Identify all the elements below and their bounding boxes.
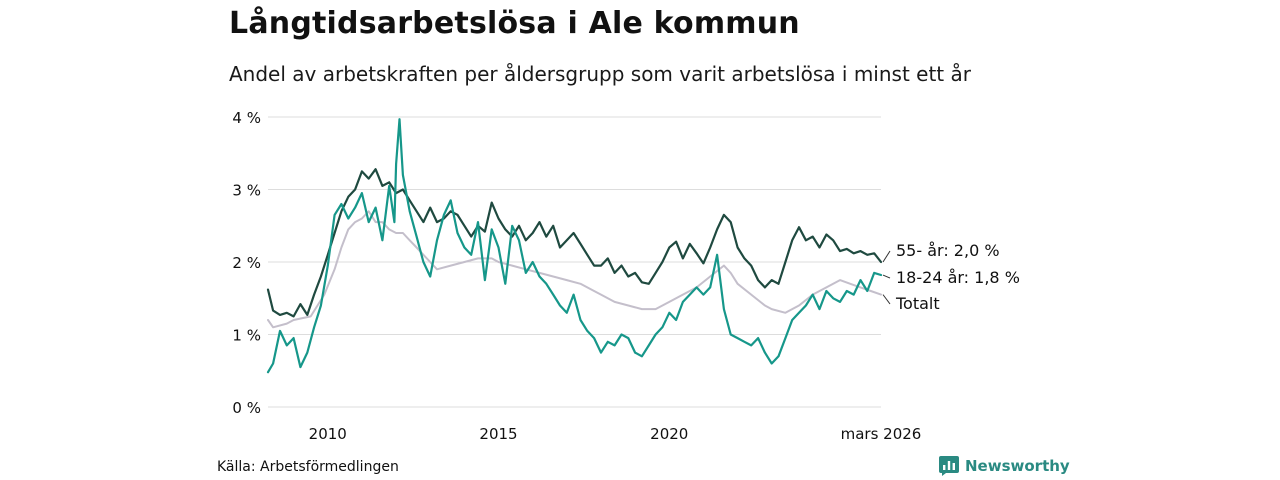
series-line-total	[267, 210, 882, 329]
series-label: 55- år: 2,0 %	[896, 241, 1000, 260]
x-tick-label: mars 2026	[841, 425, 922, 443]
grid-lines	[268, 116, 881, 408]
newsworthy-icon	[939, 456, 959, 476]
series-label: 18-24 år: 1,8 %	[896, 268, 1020, 287]
source-note: Källa: Arbetsförmedlingen	[217, 459, 399, 475]
x-tick-label: 2010	[309, 425, 347, 443]
series-lines	[266, 118, 883, 374]
x-tick-label: 2020	[650, 425, 688, 443]
page-title: Långtidsarbetslösa i Ale kommun	[229, 6, 800, 41]
brand-name: Newsworthy	[965, 457, 1070, 475]
series-line-age18-24	[266, 118, 883, 374]
label-connector	[882, 294, 891, 305]
label-connector	[882, 274, 891, 279]
brand-logo: Newsworthy	[939, 456, 1070, 476]
y-tick-label: 3 %	[232, 182, 261, 200]
y-axis-ticks: 0 % 1 % 2 % 3 % 4 %	[232, 109, 261, 417]
chart-subtitle: Andel av arbetskraften per åldersgrupp s…	[229, 62, 971, 86]
y-tick-label: 1 %	[232, 327, 261, 345]
series-label: Totalt	[895, 294, 940, 313]
series-line-age55	[266, 168, 883, 318]
y-tick-label: 4 %	[232, 109, 261, 127]
y-tick-label: 2 %	[232, 254, 261, 272]
series-labels: 55- år: 2,0 % 18-24 år: 1,8 % Totalt	[882, 241, 1020, 313]
x-axis-ticks: 2010 2015 2020 mars 2026	[309, 425, 922, 443]
y-tick-label: 0 %	[232, 399, 261, 417]
label-connector	[882, 250, 891, 263]
x-tick-label: 2015	[479, 425, 517, 443]
